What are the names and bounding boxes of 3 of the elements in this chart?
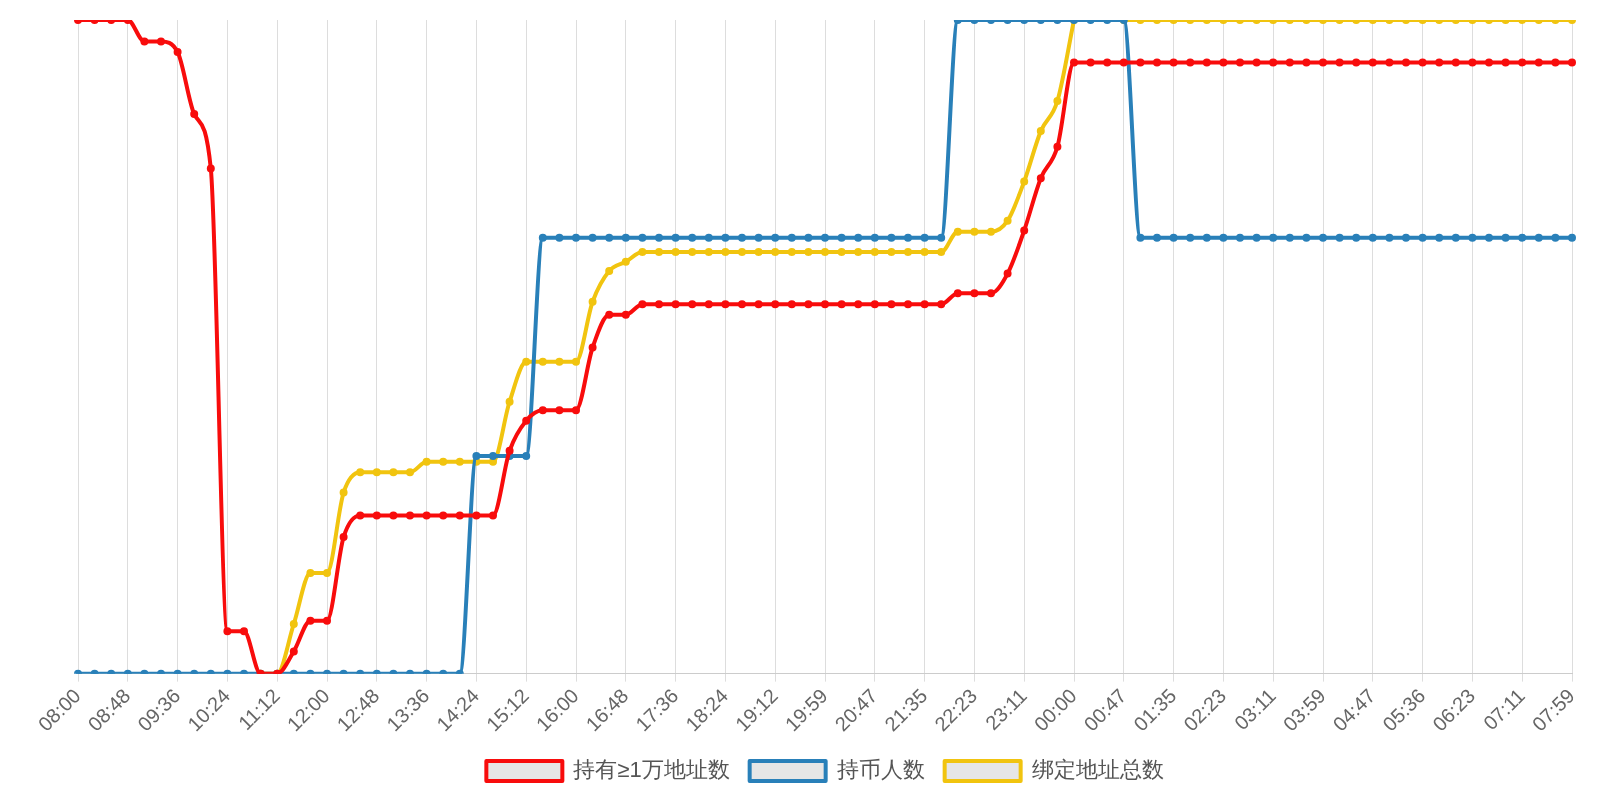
legend-label: 绑定地址总数	[1031, 757, 1164, 783]
legend-label: 持有≥1万地址数	[573, 757, 730, 783]
legend-label: 持币人数	[836, 757, 925, 783]
